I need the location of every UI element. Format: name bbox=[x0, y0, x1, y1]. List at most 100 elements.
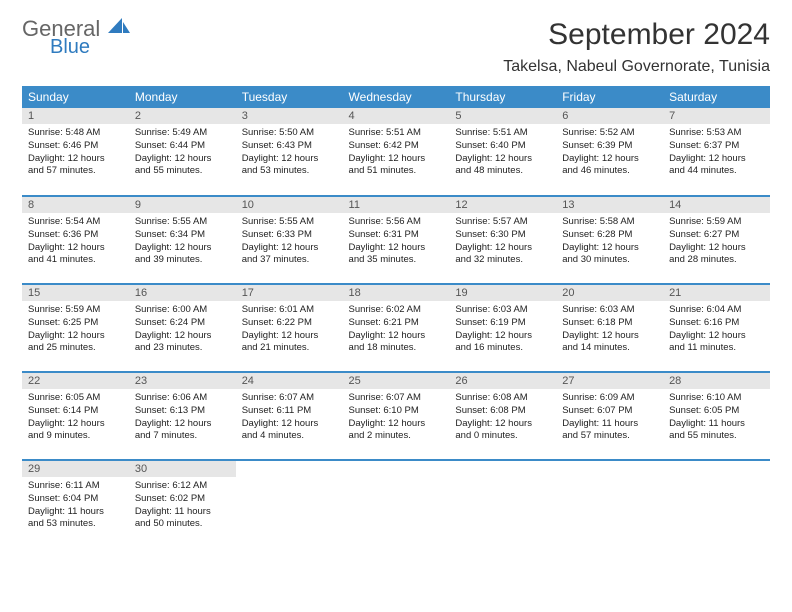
day-details: Sunrise: 5:59 AMSunset: 6:25 PMDaylight:… bbox=[22, 301, 129, 357]
calendar-day-cell: 4Sunrise: 5:51 AMSunset: 6:42 PMDaylight… bbox=[343, 108, 450, 196]
day-details: Sunrise: 5:50 AMSunset: 6:43 PMDaylight:… bbox=[236, 124, 343, 180]
calendar-day-cell: 8Sunrise: 5:54 AMSunset: 6:36 PMDaylight… bbox=[22, 196, 129, 284]
calendar-day-cell: 29Sunrise: 6:11 AMSunset: 6:04 PMDayligh… bbox=[22, 460, 129, 548]
weekday-header: Wednesday bbox=[343, 86, 450, 108]
day-number: 14 bbox=[663, 197, 770, 213]
calendar-day-cell bbox=[556, 460, 663, 548]
calendar-day-cell: 14Sunrise: 5:59 AMSunset: 6:27 PMDayligh… bbox=[663, 196, 770, 284]
month-title: September 2024 bbox=[503, 18, 770, 52]
day-details: Sunrise: 6:00 AMSunset: 6:24 PMDaylight:… bbox=[129, 301, 236, 357]
day-details: Sunrise: 6:09 AMSunset: 6:07 PMDaylight:… bbox=[556, 389, 663, 445]
day-number: 8 bbox=[22, 197, 129, 213]
calendar-day-cell: 20Sunrise: 6:03 AMSunset: 6:18 PMDayligh… bbox=[556, 284, 663, 372]
calendar-day-cell bbox=[236, 460, 343, 548]
day-details: Sunrise: 5:55 AMSunset: 6:33 PMDaylight:… bbox=[236, 213, 343, 269]
calendar-day-cell: 28Sunrise: 6:10 AMSunset: 6:05 PMDayligh… bbox=[663, 372, 770, 460]
day-number: 27 bbox=[556, 373, 663, 389]
calendar-table: Sunday Monday Tuesday Wednesday Thursday… bbox=[22, 86, 770, 548]
day-details: Sunrise: 6:04 AMSunset: 6:16 PMDaylight:… bbox=[663, 301, 770, 357]
day-number: 11 bbox=[343, 197, 450, 213]
weekday-header: Friday bbox=[556, 86, 663, 108]
calendar-day-cell: 5Sunrise: 5:51 AMSunset: 6:40 PMDaylight… bbox=[449, 108, 556, 196]
calendar-day-cell: 12Sunrise: 5:57 AMSunset: 6:30 PMDayligh… bbox=[449, 196, 556, 284]
weekday-header-row: Sunday Monday Tuesday Wednesday Thursday… bbox=[22, 86, 770, 108]
day-details: Sunrise: 6:01 AMSunset: 6:22 PMDaylight:… bbox=[236, 301, 343, 357]
day-details: Sunrise: 5:55 AMSunset: 6:34 PMDaylight:… bbox=[129, 213, 236, 269]
day-number: 3 bbox=[236, 108, 343, 124]
calendar-day-cell: 1Sunrise: 5:48 AMSunset: 6:46 PMDaylight… bbox=[22, 108, 129, 196]
day-number: 25 bbox=[343, 373, 450, 389]
day-details: Sunrise: 6:08 AMSunset: 6:08 PMDaylight:… bbox=[449, 389, 556, 445]
day-number: 22 bbox=[22, 373, 129, 389]
day-number: 2 bbox=[129, 108, 236, 124]
day-details: Sunrise: 6:07 AMSunset: 6:11 PMDaylight:… bbox=[236, 389, 343, 445]
calendar-day-cell: 24Sunrise: 6:07 AMSunset: 6:11 PMDayligh… bbox=[236, 372, 343, 460]
day-details: Sunrise: 5:49 AMSunset: 6:44 PMDaylight:… bbox=[129, 124, 236, 180]
calendar-day-cell: 19Sunrise: 6:03 AMSunset: 6:19 PMDayligh… bbox=[449, 284, 556, 372]
location-text: Takelsa, Nabeul Governorate, Tunisia bbox=[503, 58, 770, 76]
day-number: 20 bbox=[556, 285, 663, 301]
calendar-week-row: 29Sunrise: 6:11 AMSunset: 6:04 PMDayligh… bbox=[22, 460, 770, 548]
day-details: Sunrise: 5:57 AMSunset: 6:30 PMDaylight:… bbox=[449, 213, 556, 269]
day-number: 18 bbox=[343, 285, 450, 301]
calendar-day-cell bbox=[449, 460, 556, 548]
calendar-day-cell: 26Sunrise: 6:08 AMSunset: 6:08 PMDayligh… bbox=[449, 372, 556, 460]
calendar-day-cell bbox=[343, 460, 450, 548]
day-details: Sunrise: 6:05 AMSunset: 6:14 PMDaylight:… bbox=[22, 389, 129, 445]
calendar-day-cell: 25Sunrise: 6:07 AMSunset: 6:10 PMDayligh… bbox=[343, 372, 450, 460]
day-number: 26 bbox=[449, 373, 556, 389]
day-details: Sunrise: 5:56 AMSunset: 6:31 PMDaylight:… bbox=[343, 213, 450, 269]
day-number: 17 bbox=[236, 285, 343, 301]
day-details: Sunrise: 5:59 AMSunset: 6:27 PMDaylight:… bbox=[663, 213, 770, 269]
day-details: Sunrise: 6:10 AMSunset: 6:05 PMDaylight:… bbox=[663, 389, 770, 445]
day-details: Sunrise: 5:51 AMSunset: 6:42 PMDaylight:… bbox=[343, 124, 450, 180]
day-number: 7 bbox=[663, 108, 770, 124]
day-details: Sunrise: 5:54 AMSunset: 6:36 PMDaylight:… bbox=[22, 213, 129, 269]
calendar-week-row: 1Sunrise: 5:48 AMSunset: 6:46 PMDaylight… bbox=[22, 108, 770, 196]
calendar-day-cell: 7Sunrise: 5:53 AMSunset: 6:37 PMDaylight… bbox=[663, 108, 770, 196]
day-number: 21 bbox=[663, 285, 770, 301]
day-details: Sunrise: 5:52 AMSunset: 6:39 PMDaylight:… bbox=[556, 124, 663, 180]
calendar-day-cell: 17Sunrise: 6:01 AMSunset: 6:22 PMDayligh… bbox=[236, 284, 343, 372]
day-details: Sunrise: 5:53 AMSunset: 6:37 PMDaylight:… bbox=[663, 124, 770, 180]
day-number: 24 bbox=[236, 373, 343, 389]
calendar-day-cell: 18Sunrise: 6:02 AMSunset: 6:21 PMDayligh… bbox=[343, 284, 450, 372]
day-number: 1 bbox=[22, 108, 129, 124]
calendar-day-cell: 21Sunrise: 6:04 AMSunset: 6:16 PMDayligh… bbox=[663, 284, 770, 372]
day-number: 6 bbox=[556, 108, 663, 124]
calendar-day-cell: 16Sunrise: 6:00 AMSunset: 6:24 PMDayligh… bbox=[129, 284, 236, 372]
calendar-day-cell: 3Sunrise: 5:50 AMSunset: 6:43 PMDaylight… bbox=[236, 108, 343, 196]
day-details: Sunrise: 5:51 AMSunset: 6:40 PMDaylight:… bbox=[449, 124, 556, 180]
calendar-day-cell: 2Sunrise: 5:49 AMSunset: 6:44 PMDaylight… bbox=[129, 108, 236, 196]
calendar-day-cell: 27Sunrise: 6:09 AMSunset: 6:07 PMDayligh… bbox=[556, 372, 663, 460]
calendar-day-cell: 15Sunrise: 5:59 AMSunset: 6:25 PMDayligh… bbox=[22, 284, 129, 372]
calendar-day-cell: 30Sunrise: 6:12 AMSunset: 6:02 PMDayligh… bbox=[129, 460, 236, 548]
calendar-day-cell: 9Sunrise: 5:55 AMSunset: 6:34 PMDaylight… bbox=[129, 196, 236, 284]
day-details: Sunrise: 6:06 AMSunset: 6:13 PMDaylight:… bbox=[129, 389, 236, 445]
day-details: Sunrise: 5:48 AMSunset: 6:46 PMDaylight:… bbox=[22, 124, 129, 180]
calendar-day-cell: 6Sunrise: 5:52 AMSunset: 6:39 PMDaylight… bbox=[556, 108, 663, 196]
day-details: Sunrise: 6:07 AMSunset: 6:10 PMDaylight:… bbox=[343, 389, 450, 445]
weekday-header: Saturday bbox=[663, 86, 770, 108]
day-number: 13 bbox=[556, 197, 663, 213]
day-details: Sunrise: 6:02 AMSunset: 6:21 PMDaylight:… bbox=[343, 301, 450, 357]
brand-logo: General Blue bbox=[22, 18, 130, 57]
brand-sail-icon bbox=[108, 18, 130, 41]
calendar-day-cell: 11Sunrise: 5:56 AMSunset: 6:31 PMDayligh… bbox=[343, 196, 450, 284]
day-number: 15 bbox=[22, 285, 129, 301]
weekday-header: Sunday bbox=[22, 86, 129, 108]
day-number: 10 bbox=[236, 197, 343, 213]
day-number: 12 bbox=[449, 197, 556, 213]
day-number: 9 bbox=[129, 197, 236, 213]
weekday-header: Tuesday bbox=[236, 86, 343, 108]
calendar-week-row: 22Sunrise: 6:05 AMSunset: 6:14 PMDayligh… bbox=[22, 372, 770, 460]
day-number: 30 bbox=[129, 461, 236, 477]
calendar-week-row: 15Sunrise: 5:59 AMSunset: 6:25 PMDayligh… bbox=[22, 284, 770, 372]
day-number: 4 bbox=[343, 108, 450, 124]
day-details: Sunrise: 6:12 AMSunset: 6:02 PMDaylight:… bbox=[129, 477, 236, 533]
day-details: Sunrise: 6:03 AMSunset: 6:19 PMDaylight:… bbox=[449, 301, 556, 357]
day-number: 23 bbox=[129, 373, 236, 389]
calendar-day-cell: 22Sunrise: 6:05 AMSunset: 6:14 PMDayligh… bbox=[22, 372, 129, 460]
day-number: 29 bbox=[22, 461, 129, 477]
calendar-day-cell: 23Sunrise: 6:06 AMSunset: 6:13 PMDayligh… bbox=[129, 372, 236, 460]
